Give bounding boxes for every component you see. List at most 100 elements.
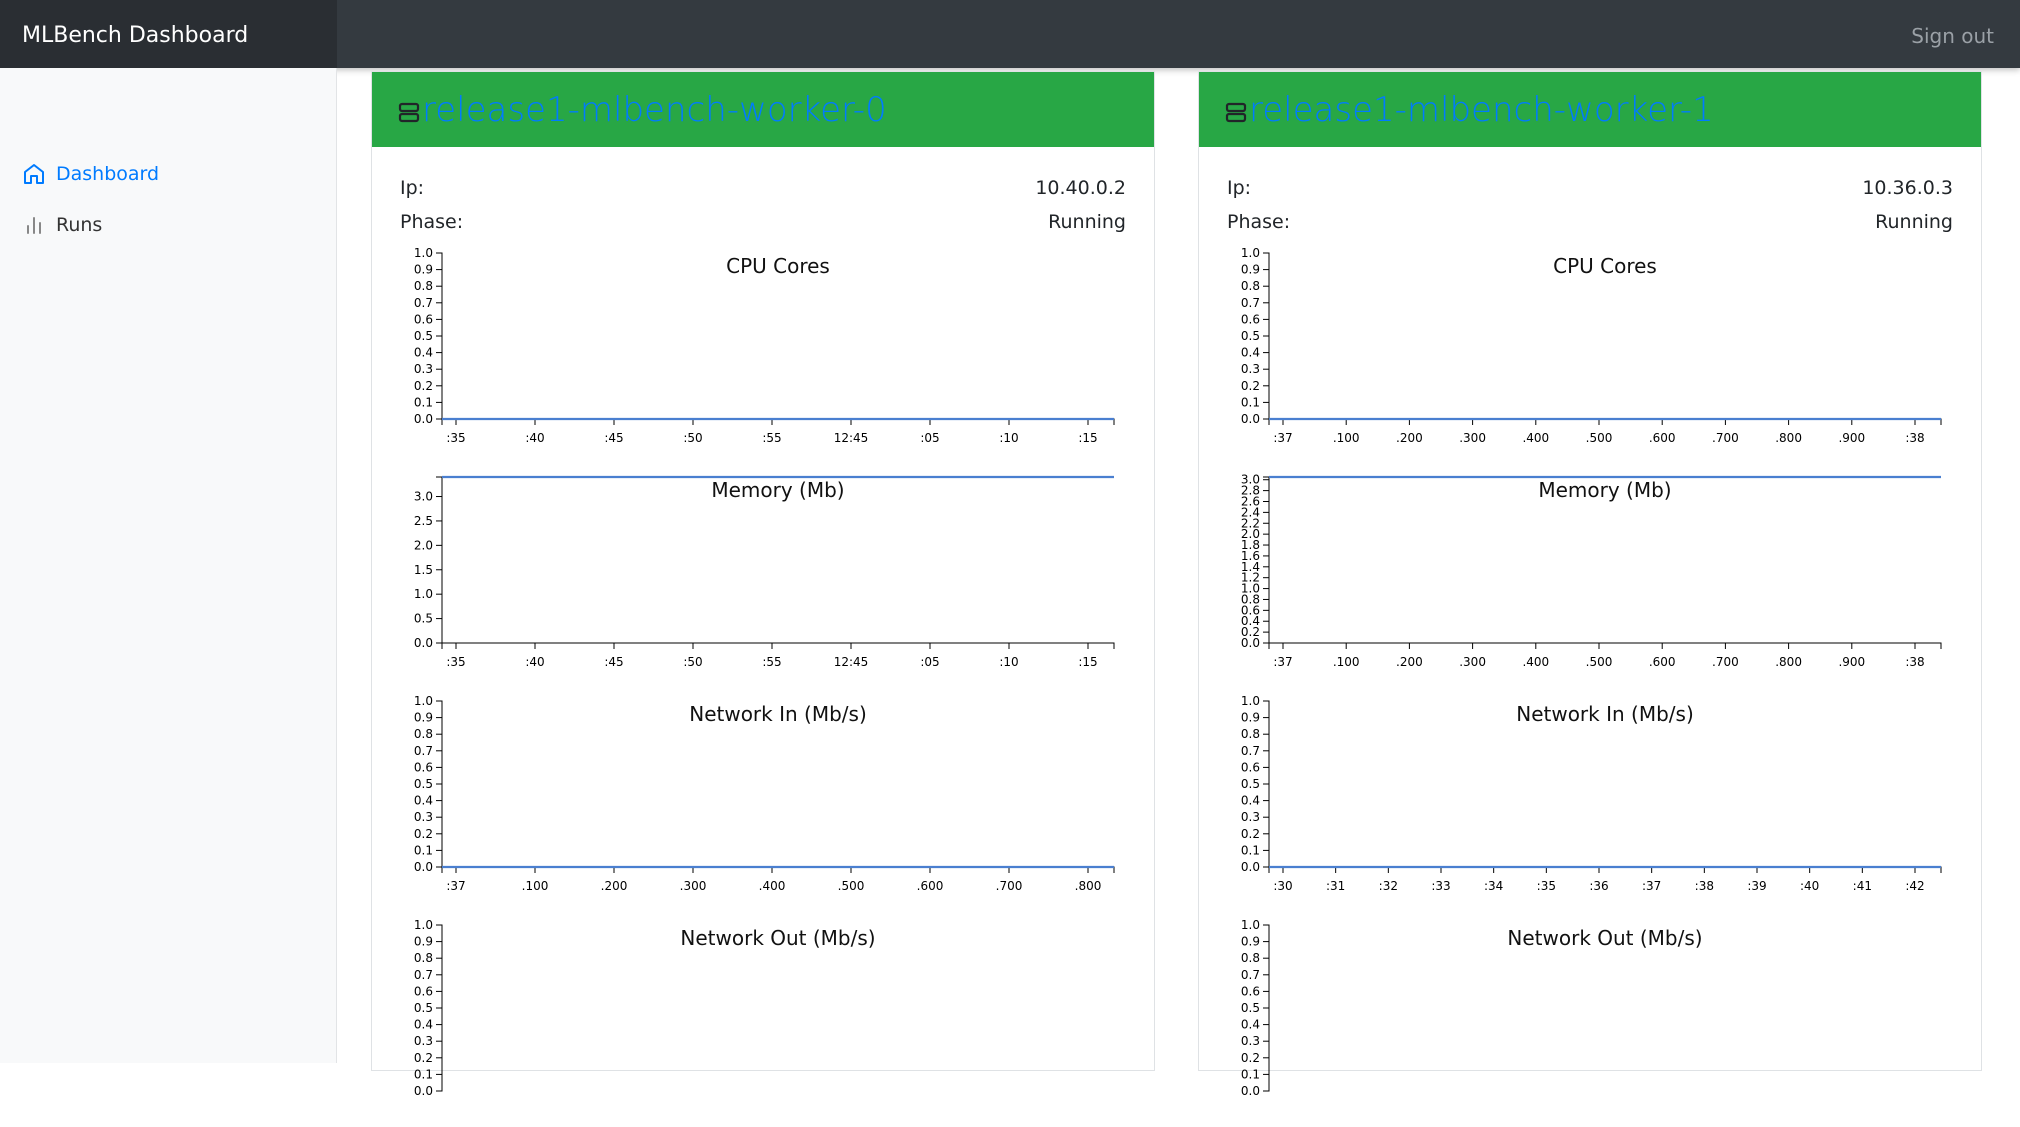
y-tick-label: 1.0: [414, 246, 433, 260]
worker-card-header: release1-mlbench-worker-1: [1199, 72, 1981, 147]
y-tick-label: 0.5: [1241, 1001, 1260, 1015]
x-tick-label: :50: [683, 655, 702, 669]
x-tick-label: .700: [1712, 431, 1739, 445]
y-tick-label: 0.3: [1241, 810, 1260, 824]
x-tick-label: .500: [1586, 431, 1613, 445]
y-tick-label: 0.9: [414, 935, 433, 949]
y-tick-label: 0.0: [414, 636, 433, 650]
sidebar-item-dashboard[interactable]: Dashboard: [22, 156, 159, 192]
y-tick-label: 0.8: [1241, 951, 1260, 965]
x-tick-label: :40: [525, 431, 544, 445]
y-tick-label: 0.6: [1241, 760, 1260, 774]
x-tick-label: .600: [917, 879, 944, 893]
y-tick-label: 0.9: [414, 263, 433, 277]
y-tick-label: 0.3: [414, 1034, 433, 1048]
y-tick-label: 0.2: [1241, 827, 1260, 841]
app-brand[interactable]: MLBench Dashboard: [0, 0, 337, 68]
ip-label: Ip:: [1227, 177, 1252, 199]
phase-label: Phase:: [1227, 211, 1291, 233]
y-tick-label: 0.0: [414, 1084, 433, 1098]
y-tick-label: 0.5: [414, 777, 433, 791]
y-tick-label: 1.0: [1241, 694, 1260, 708]
chart-title: Memory (Mb): [1538, 478, 1671, 502]
memory-chart: Memory (Mb) 0.0 0.5 1.0 1.5 2.0 2.5 3.0:35:40:4…: [414, 475, 1115, 669]
top-navbar: MLBench Dashboard Sign out: [0, 0, 2020, 68]
y-tick-label: 1.0: [1241, 918, 1260, 932]
chart-title: Memory (Mb): [711, 478, 844, 502]
x-tick-label: .500: [1586, 655, 1613, 669]
x-tick-label: .200: [1396, 655, 1423, 669]
phase-value: Running: [1048, 211, 1126, 233]
x-tick-label: :40: [1800, 879, 1819, 893]
y-tick-label: 0.3: [1241, 362, 1260, 376]
y-tick-label: 0.1: [414, 843, 433, 857]
y-tick-label: 0.6: [414, 984, 433, 998]
x-tick-label: :38: [1695, 879, 1714, 893]
y-tick-label: 0.9: [1241, 711, 1260, 725]
x-axis: [1268, 642, 1942, 649]
y-tick-label: 1.0: [414, 694, 433, 708]
y-tick-label: 1.0: [414, 918, 433, 932]
x-tick-label: .100: [1333, 431, 1360, 445]
y-tick-label: 1.8: [1241, 538, 1260, 552]
y-tick-label: 0.6: [1241, 603, 1260, 617]
worker-name-link[interactable]: release1-mlbench-worker-0: [422, 89, 887, 130]
chart-title: Network Out (Mb/s): [1507, 926, 1702, 950]
x-tick-label: .400: [1522, 655, 1549, 669]
chart-title: Network In (Mb/s): [689, 702, 867, 726]
y-tick-label: 0.2: [414, 1051, 433, 1065]
y-tick-label: 1.0: [414, 587, 433, 601]
y-tick-label: 0.0: [1241, 860, 1260, 874]
ip-label: Ip:: [400, 177, 425, 199]
x-tick-label: :33: [1431, 879, 1450, 893]
x-tick-label: .900: [1838, 655, 1865, 669]
sidebar: Dashboard Runs: [0, 68, 337, 1063]
x-tick-label: :35: [1537, 879, 1556, 893]
y-tick-label: 0.0: [414, 412, 433, 426]
worker-card: release1-mlbench-worker-0 Ip: 10.40.0.2 …: [371, 71, 1155, 1098]
x-tick-label: .800: [1075, 879, 1102, 893]
x-tick-label: .600: [1649, 655, 1676, 669]
worker-card: release1-mlbench-worker-1 Ip: 10.36.0.3 …: [1198, 71, 1982, 1098]
x-tick-label: :05: [920, 655, 939, 669]
x-tick-label: .400: [759, 879, 786, 893]
y-tick-label: 3.0: [1241, 473, 1260, 487]
y-tick-label: 0.4: [414, 346, 433, 360]
x-tick-label: .100: [1333, 655, 1360, 669]
sign-out-link[interactable]: Sign out: [1911, 24, 1994, 48]
x-tick-label: :39: [1747, 879, 1766, 893]
x-tick-label: :30: [1273, 879, 1292, 893]
y-tick-label: 0.7: [414, 744, 433, 758]
y-tick-label: 0.0: [1241, 636, 1260, 650]
y-tick-label: 1.0: [1241, 246, 1260, 260]
worker-name-link[interactable]: release1-mlbench-worker-1: [1249, 89, 1714, 130]
y-tick-label: 0.6: [1241, 312, 1260, 326]
sidebar-item-runs[interactable]: Runs: [22, 207, 102, 243]
y-tick-label: 1.6: [1241, 549, 1260, 563]
x-tick-label: :40: [525, 655, 544, 669]
x-tick-label: :35: [446, 655, 465, 669]
x-tick-label: .700: [996, 879, 1023, 893]
x-tick-label: .100: [522, 879, 549, 893]
x-tick-label: :37: [446, 879, 465, 893]
y-tick-label: 0.7: [414, 968, 433, 982]
y-tick-label: 0.4: [1241, 614, 1260, 628]
y-tick-label: 0.7: [1241, 968, 1260, 982]
x-tick-label: .400: [1522, 431, 1549, 445]
y-tick-label: 0.7: [1241, 296, 1260, 310]
x-tick-label: :45: [604, 655, 623, 669]
chart-title: CPU Cores: [1553, 254, 1657, 278]
y-tick-label: 0.6: [414, 760, 433, 774]
y-tick-label: 0.8: [414, 951, 433, 965]
y-tick-label: 0.7: [1241, 744, 1260, 758]
server-icon: [398, 102, 420, 122]
chart-title: Network In (Mb/s): [1516, 702, 1694, 726]
phase-label: Phase:: [400, 211, 464, 233]
y-tick-label: 0.0: [1241, 1084, 1260, 1098]
y-tick-label: 0.4: [1241, 346, 1260, 360]
y-tick-label: 0.1: [1241, 1067, 1260, 1081]
y-tick-label: 0.3: [414, 810, 433, 824]
y-tick-label: 2.0: [414, 538, 433, 552]
chart-title: Network Out (Mb/s): [680, 926, 875, 950]
y-tick-label: 0.6: [1241, 984, 1260, 998]
